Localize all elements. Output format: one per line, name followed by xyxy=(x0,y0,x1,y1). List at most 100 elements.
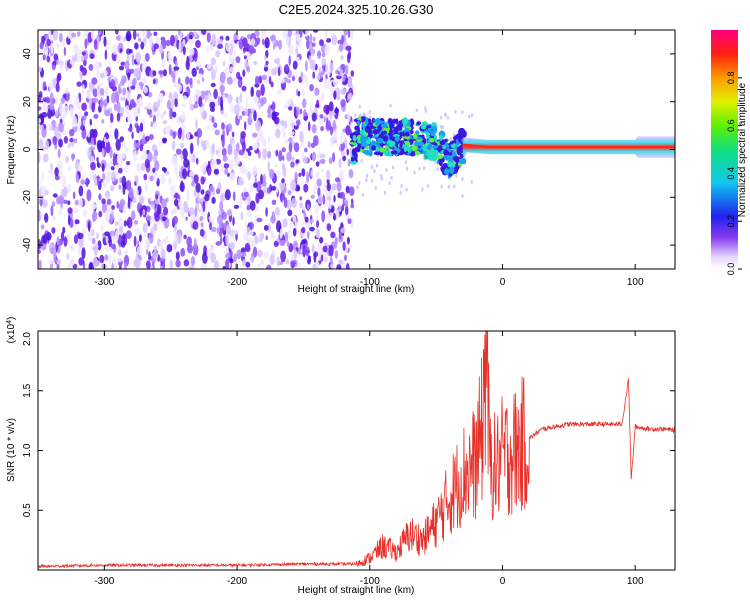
spectrogram-cell xyxy=(45,34,49,40)
spectrogram-cell xyxy=(134,228,141,236)
signal-cell xyxy=(393,126,398,135)
signal-cell xyxy=(430,146,434,155)
spectrogram-cell xyxy=(470,113,474,118)
spectrogram-cell xyxy=(216,226,221,235)
spectrogram-cell xyxy=(162,119,168,125)
spectrogram-cell xyxy=(152,70,157,77)
spectrogram-cell xyxy=(93,38,98,50)
spectrogram-cell xyxy=(333,212,336,221)
spectrogram-cell xyxy=(67,232,70,243)
spectrogram-cell xyxy=(85,177,89,188)
signal-cell xyxy=(382,130,388,135)
spectrogram-cell xyxy=(63,186,68,198)
colorbar-tick-label: 0.4 xyxy=(726,167,736,180)
spectrogram-cell xyxy=(424,106,427,111)
spectrogram-cell xyxy=(292,60,298,70)
spectrogram-cell xyxy=(307,141,311,149)
spectrogram-cell xyxy=(180,153,184,160)
spectrogram-cell xyxy=(338,230,342,240)
spectrogram-cell xyxy=(129,68,135,74)
signal-cell xyxy=(433,126,437,132)
spectrogram-cell xyxy=(88,63,94,71)
spectrogram-cell xyxy=(116,257,123,263)
spectrogram-cell xyxy=(163,167,167,173)
spectrogram-cell xyxy=(260,97,264,107)
signal-cell xyxy=(399,140,403,149)
spectrogram-cell xyxy=(183,200,189,213)
spectrogram-cell xyxy=(69,243,75,251)
spectrogram-cell xyxy=(315,205,319,215)
spectrogram-cell xyxy=(44,86,47,91)
spectrogram-cell xyxy=(306,39,310,50)
spectrogram-cell xyxy=(319,114,324,119)
signal-cell xyxy=(438,158,443,167)
signal-cell xyxy=(356,125,360,134)
spectrogram-cell xyxy=(193,174,199,184)
spectrogram-cell xyxy=(118,83,121,93)
spectrogram-cell xyxy=(461,110,464,115)
spectrogram-cell xyxy=(193,190,197,197)
spectrogram-cell xyxy=(83,59,87,67)
spectrogram-cell xyxy=(77,31,81,37)
spectrogram-cell xyxy=(404,160,408,165)
spectrogram-cell xyxy=(77,165,84,172)
spectrogram-cell xyxy=(116,164,119,170)
spectrogram-cell xyxy=(390,175,393,180)
spectrogram-cell xyxy=(313,135,319,147)
spectrogram-cell xyxy=(194,131,198,137)
spectrogram-cell xyxy=(226,208,233,217)
spectrogram-cell xyxy=(215,241,222,246)
spectrogram-cell xyxy=(399,190,402,195)
spectrogram-cell xyxy=(350,70,355,77)
spectrogram-cell xyxy=(242,69,246,77)
spectrogram-cell xyxy=(170,184,176,197)
signal-cell xyxy=(349,141,357,145)
spectrogram-cell xyxy=(271,101,276,112)
spectrogram-cell xyxy=(149,37,152,50)
spectrogram-cell xyxy=(79,71,83,81)
spectrogram-cell xyxy=(301,168,306,177)
spectrogram-cell xyxy=(201,77,205,82)
colorbar-tick-label: 0.2 xyxy=(726,215,736,228)
signal-cell xyxy=(447,161,454,168)
spectrogram-cell xyxy=(330,263,335,269)
spectrogram-cell xyxy=(279,228,283,240)
spectrogram-cell xyxy=(269,254,275,265)
spectrogram-cell xyxy=(280,77,286,84)
spectrogram-cell xyxy=(336,75,342,80)
spectrogram-cell xyxy=(324,44,330,56)
spectrogram-cell xyxy=(323,184,328,193)
spectrogram-cell xyxy=(96,68,100,78)
spectrogram-cell xyxy=(334,250,339,259)
signal-cell xyxy=(443,154,451,160)
spectrogram-cell xyxy=(119,199,126,207)
spectrogram-cell xyxy=(405,187,408,192)
spectrogram-cell xyxy=(288,142,293,153)
spectrogram-cell xyxy=(45,139,49,150)
spectrogram-cell xyxy=(272,110,277,122)
spectrogram-cell xyxy=(209,101,216,109)
spectrogram-cell xyxy=(334,107,340,114)
spectrogram-cell xyxy=(291,197,297,209)
spectrogram-cell xyxy=(76,81,82,87)
spectrogram-cell xyxy=(202,252,208,264)
spectrogram-cell xyxy=(321,210,326,223)
spectrogram-cell xyxy=(288,229,292,238)
spectrogram-cell xyxy=(134,220,139,225)
spectrogram-cell xyxy=(104,49,108,60)
spectrogram-cell xyxy=(244,108,249,116)
colorbar-tick-label: 0.6 xyxy=(726,119,736,132)
spectrogram-cell xyxy=(96,160,100,168)
colorbar-label: Normalized spectral amplitude xyxy=(737,82,748,217)
spectrogram-cell xyxy=(270,230,274,239)
spectrogram-cell xyxy=(328,212,334,218)
spectrogram-cell xyxy=(141,30,148,39)
spectrogram-cell xyxy=(333,77,339,88)
spectrogram-cell xyxy=(302,73,308,82)
spectrogram-cell xyxy=(176,175,181,180)
spectrogram-cell xyxy=(266,266,271,269)
spectrogram-cell xyxy=(158,44,163,55)
spectrogram-cell xyxy=(67,184,72,193)
spectrogram-cell xyxy=(122,87,127,96)
